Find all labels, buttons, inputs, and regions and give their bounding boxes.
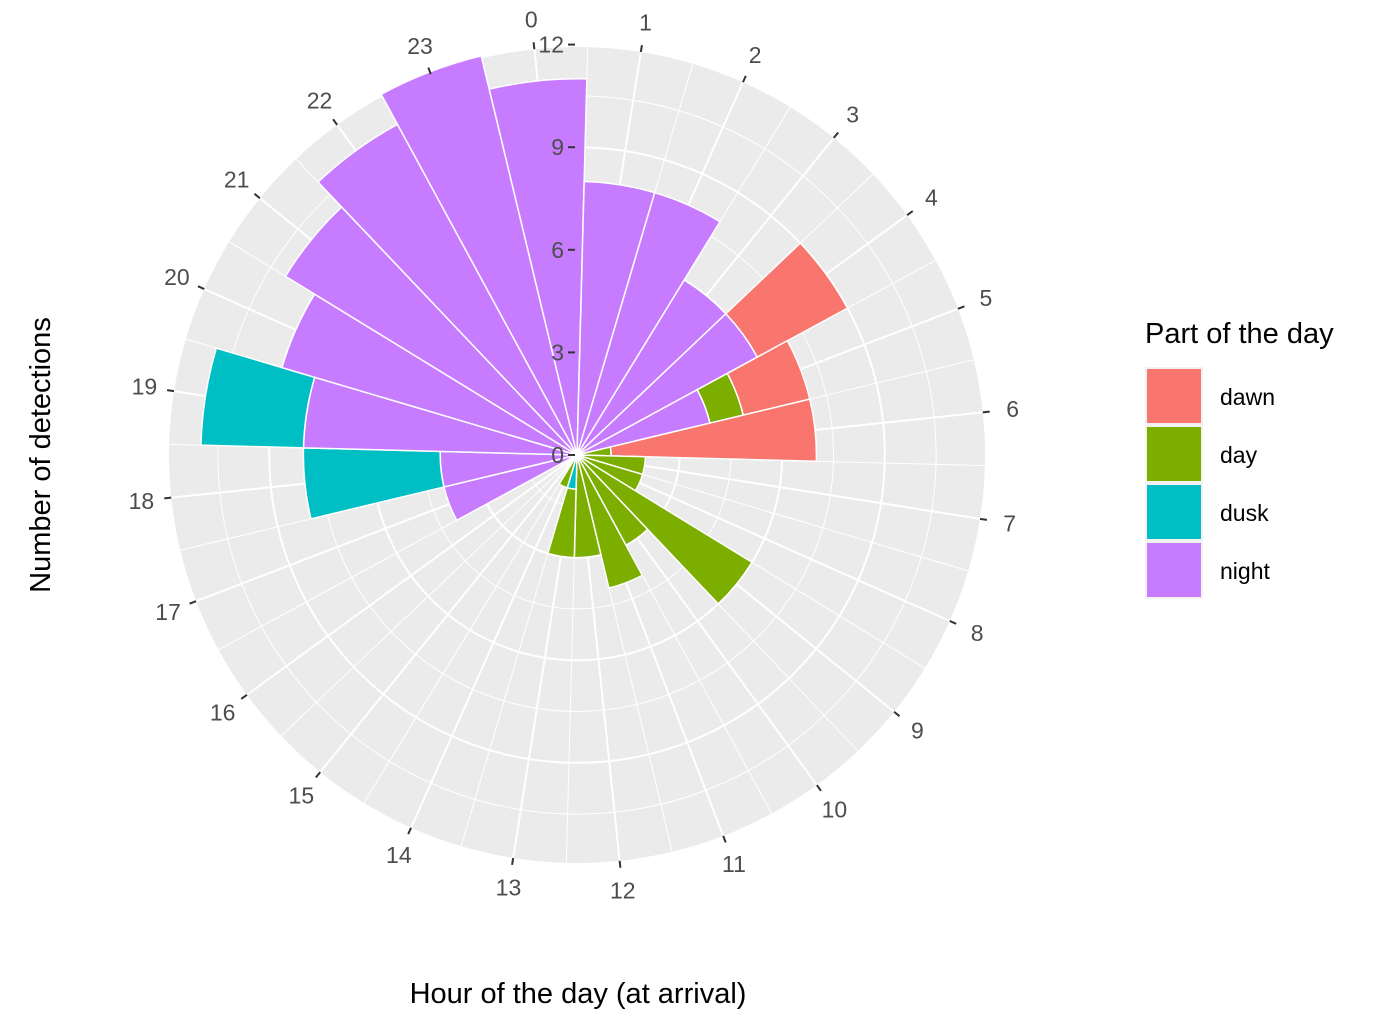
hour-tick-label: 11 — [722, 851, 746, 877]
hour-tick-label: 6 — [1006, 396, 1019, 422]
y-axis-title: Number of detections — [25, 317, 57, 593]
hour-tick-mark — [240, 694, 248, 700]
radial-tick-label: 0 — [551, 442, 564, 468]
hour-tick-label: 3 — [846, 102, 859, 128]
hour-tick-label: 22 — [307, 88, 333, 114]
hour-tick-mark — [332, 118, 338, 126]
hour-tick-mark — [253, 193, 261, 200]
bar-night-hour-2 — [576, 191, 721, 456]
grid-spoke — [246, 454, 578, 696]
hour-tick-label: 13 — [496, 875, 522, 901]
bar-dawn-hour-4 — [724, 242, 849, 359]
hour-tick-mark — [427, 67, 432, 75]
hour-tick-label: 19 — [132, 373, 158, 399]
radial-tick-label: 3 — [551, 339, 564, 365]
hour-tick-label: 15 — [289, 782, 315, 808]
hour-tick-mark — [832, 131, 839, 139]
hour-tick-label: 2 — [749, 42, 762, 68]
radial-tick-label: 6 — [551, 237, 564, 263]
hour-tick-label: 9 — [911, 718, 924, 744]
legend-label-dawn: dawn — [1220, 384, 1275, 410]
hour-tick-mark — [742, 75, 747, 83]
legend-label-dusk: dusk — [1220, 500, 1269, 526]
hour-tick-label: 20 — [164, 264, 190, 290]
legend-label-night: night — [1220, 558, 1270, 584]
hour-tick-label: 10 — [822, 796, 848, 822]
grid-spoke — [319, 454, 578, 773]
hour-tick-label: 21 — [224, 166, 250, 192]
hour-tick-mark — [957, 305, 965, 310]
x-axis-title: Hour of the day (at arrival) — [410, 978, 747, 1010]
grid-spoke-minor — [363, 454, 578, 804]
hour-tick-label: 4 — [925, 185, 938, 211]
legend-swatch-dawn — [1147, 369, 1201, 423]
hour-tick-mark — [949, 620, 957, 625]
legend: Part of the day dawn day dusk night — [1145, 318, 1334, 599]
hour-tick-mark — [511, 857, 515, 866]
bar-day-hour-13 — [546, 486, 577, 559]
hour-tick-mark — [982, 410, 990, 414]
grid-spoke-minor — [280, 454, 578, 737]
legend-swatch-day — [1147, 427, 1201, 481]
grid-spoke — [410, 454, 578, 829]
radial-tick-label: 12 — [538, 32, 564, 58]
legend-swatch-dusk — [1147, 485, 1201, 539]
hour-tick-label: 23 — [407, 33, 433, 59]
hour-tick-label: 16 — [210, 699, 236, 725]
hour-tick-mark — [639, 44, 643, 53]
hour-tick-label: 7 — [1003, 511, 1016, 537]
hour-tick-label: 14 — [386, 842, 412, 868]
hour-tick-label: 0 — [525, 6, 538, 32]
hour-tick-mark — [906, 210, 914, 216]
bar-day-hour-9 — [576, 454, 753, 605]
hour-tick-mark — [979, 517, 988, 521]
bar-dusk-hour-19 — [200, 347, 316, 449]
legend-label-day: day — [1220, 442, 1258, 468]
hour-tick-label: 18 — [129, 488, 155, 514]
hour-tick-mark — [189, 600, 197, 605]
hour-tick-label: 12 — [610, 878, 636, 904]
hour-tick-mark — [893, 710, 901, 717]
grid-circle — [165, 43, 989, 867]
hour-tick-label: 1 — [639, 9, 652, 35]
hour-tick-mark — [407, 827, 412, 835]
hour-tick-mark — [816, 784, 822, 792]
hour-tick-label: 17 — [155, 599, 181, 625]
radial-axis-ticks: 0 3 6 9 12 — [538, 32, 575, 468]
legend-swatch-night — [1147, 543, 1201, 597]
hour-tick-label: 5 — [980, 285, 993, 311]
hour-tick-label: 8 — [971, 620, 984, 646]
hour-tick-mark — [164, 496, 172, 500]
hour-tick-mark — [197, 285, 205, 290]
legend-title: Part of the day — [1145, 318, 1334, 350]
hour-tick-mark — [166, 389, 175, 393]
radial-tick-label: 9 — [551, 134, 564, 160]
hour-tick-mark — [315, 771, 322, 779]
hour-tick-mark — [618, 860, 622, 868]
bar-dawn-hour-6 — [609, 398, 818, 463]
bar-day-hour-14 — [558, 454, 578, 489]
hour-tick-mark — [722, 835, 727, 843]
hour-tick-mark — [532, 42, 536, 50]
bar-day-hour-11 — [576, 454, 644, 589]
